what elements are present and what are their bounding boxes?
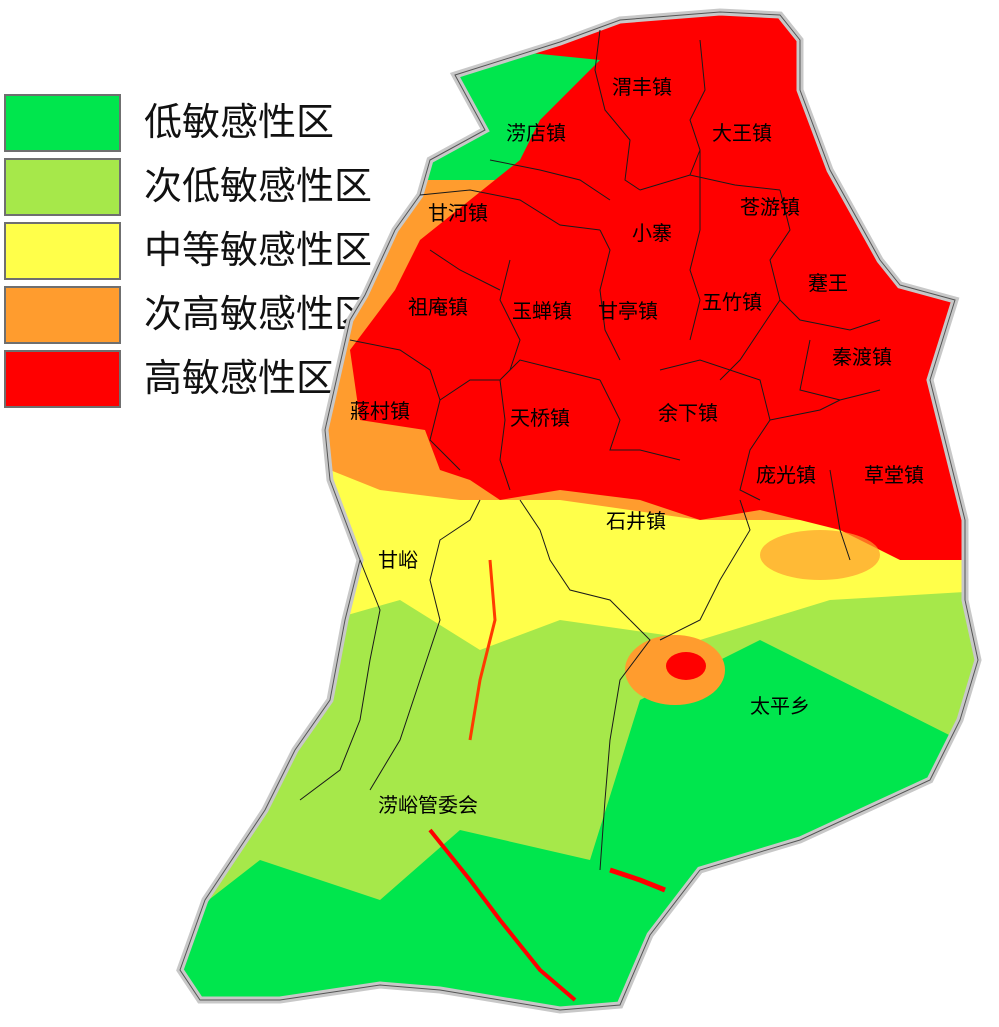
town-label-ganting: 甘亭镇	[598, 299, 658, 323]
town-label-caotang: 草堂镇	[864, 463, 924, 487]
zone-spot-medium-2	[760, 530, 880, 580]
town-label-ganyu: 甘峪	[378, 548, 418, 572]
town-label-taiping: 太平乡	[750, 694, 810, 718]
town-label-cangyou: 苍游镇	[740, 195, 800, 219]
town-label-tianqiao: 天桥镇	[510, 406, 570, 430]
town-label-jianwang: 蹇王	[808, 271, 848, 295]
town-label-qindu: 秦渡镇	[832, 345, 892, 369]
town-label-laoyu: 涝峪管委会	[378, 793, 478, 817]
town-label-laodian: 涝店镇	[506, 121, 566, 145]
zone-spot-high	[666, 652, 706, 680]
town-label-yuxia: 余下镇	[658, 401, 718, 425]
town-label-yuchan: 玉蝉镇	[512, 299, 572, 323]
town-label-wuzhu: 五竹镇	[702, 290, 762, 314]
town-label-zuan: 祖庵镇	[408, 295, 468, 319]
town-label-dawang: 大王镇	[712, 121, 772, 145]
town-label-weifeng: 渭丰镇	[612, 75, 672, 99]
town-label-shijing: 石井镇	[606, 509, 666, 533]
town-label-xiaozhai: 小寨	[632, 221, 672, 245]
town-label-jiangcun: 蔣村镇	[350, 399, 410, 423]
town-label-pangguang: 庞光镇	[756, 463, 816, 487]
town-label-ganhe: 甘河镇	[428, 201, 488, 225]
